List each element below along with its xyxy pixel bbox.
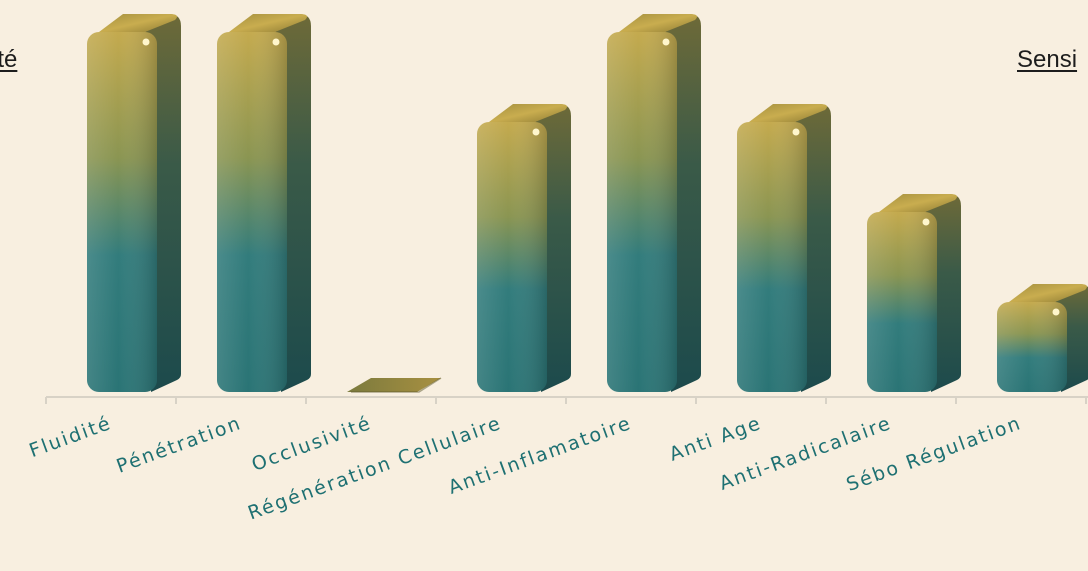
bar-front-shading <box>87 32 157 392</box>
bar-front-shading <box>607 32 677 392</box>
bar-front-shading <box>867 212 937 392</box>
bar-top-face <box>99 14 177 32</box>
bar-front-shading <box>737 122 807 392</box>
left-edge-label: cité <box>0 46 18 73</box>
bar-top-face <box>489 104 567 122</box>
bar <box>87 14 181 392</box>
bar <box>217 14 311 392</box>
x-tick-label: Régénération Cellulaire <box>245 412 505 524</box>
bar <box>477 104 571 392</box>
bar-zero-edge <box>351 377 442 393</box>
bar <box>867 194 961 392</box>
bar-highlight <box>662 38 670 46</box>
bar-highlight <box>142 38 150 46</box>
bar-highlight <box>922 218 930 226</box>
bar-highlight <box>792 128 800 136</box>
bar-front-shading <box>477 122 547 392</box>
bar-top-face <box>229 14 307 32</box>
bar-highlight <box>532 128 540 136</box>
bar <box>997 284 1088 392</box>
x-tick-label: Fluidité <box>26 412 114 462</box>
bar-zero-slab <box>347 378 441 392</box>
bar-front-shading <box>217 32 287 392</box>
bar-highlight <box>1052 308 1060 316</box>
bars-group <box>87 14 1088 393</box>
bar-top-face <box>879 194 957 212</box>
x-tick-label: Anti Age <box>666 412 764 466</box>
bar <box>607 14 701 392</box>
bar <box>347 377 442 393</box>
x-axis-ticks <box>45 397 1087 404</box>
bar-top-face <box>619 14 697 32</box>
bar <box>737 104 831 392</box>
bar-top-face <box>749 104 827 122</box>
right-edge-label: Sensi <box>1017 46 1078 73</box>
bar-front-shading <box>997 302 1067 392</box>
bar-highlight <box>272 38 280 46</box>
bar-top-face <box>1009 284 1087 302</box>
x-tick-label: Pénétration <box>114 412 245 478</box>
